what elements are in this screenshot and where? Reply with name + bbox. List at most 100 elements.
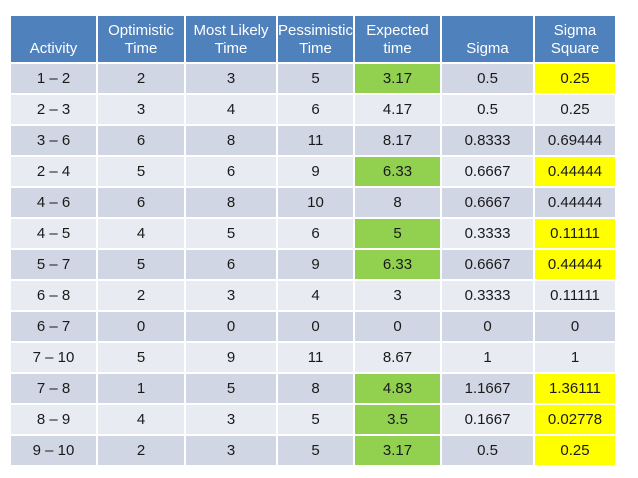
cell-expected: 4.83 bbox=[355, 374, 441, 403]
cell-activity: 9 – 10 bbox=[11, 436, 96, 465]
cell-sigma-square: 0.25 bbox=[535, 436, 616, 465]
table-row: 6 – 8 2 3 4 3 0.3333 0.11111 bbox=[11, 281, 616, 310]
cell-sigma-square: 0.44444 bbox=[535, 188, 616, 217]
cell-expected: 3.17 bbox=[355, 64, 441, 93]
cell-expected: 5 bbox=[355, 219, 441, 248]
cell-activity: 4 – 6 bbox=[11, 188, 96, 217]
cell-optimistic: 2 bbox=[98, 281, 184, 310]
cell-activity: 4 – 5 bbox=[11, 219, 96, 248]
cell-sigma-square: 0.69444 bbox=[535, 126, 616, 155]
cell-most-likely: 5 bbox=[186, 219, 276, 248]
cell-sigma: 0.6667 bbox=[442, 250, 534, 279]
cell-expected: 0 bbox=[355, 312, 441, 341]
cell-sigma-square: 0.44444 bbox=[535, 250, 616, 279]
cell-pessimistic: 4 bbox=[278, 281, 354, 310]
cell-most-likely: 8 bbox=[186, 126, 276, 155]
cell-activity: 3 – 6 bbox=[11, 126, 96, 155]
cell-sigma: 0.8333 bbox=[442, 126, 534, 155]
column-header-activity: Activity bbox=[11, 16, 96, 62]
cell-expected: 6.33 bbox=[355, 250, 441, 279]
cell-sigma-square: 0.25 bbox=[535, 64, 616, 93]
cell-most-likely: 3 bbox=[186, 64, 276, 93]
cell-sigma: 0.1667 bbox=[442, 405, 534, 434]
cell-most-likely: 3 bbox=[186, 436, 276, 465]
cell-activity: 1 – 2 bbox=[11, 64, 96, 93]
cell-pessimistic: 9 bbox=[278, 157, 354, 186]
table-row: 4 – 6 6 8 10 8 0.6667 0.44444 bbox=[11, 188, 616, 217]
cell-sigma: 0.3333 bbox=[442, 281, 534, 310]
cell-most-likely: 9 bbox=[186, 343, 276, 372]
cell-optimistic: 4 bbox=[98, 219, 184, 248]
cell-expected: 3 bbox=[355, 281, 441, 310]
cell-sigma: 1.1667 bbox=[442, 374, 534, 403]
cell-optimistic: 5 bbox=[98, 250, 184, 279]
cell-optimistic: 1 bbox=[98, 374, 184, 403]
table-row: 7 – 8 1 5 8 4.83 1.1667 1.36111 bbox=[11, 374, 616, 403]
column-header-optimistic: Optimistic Time bbox=[98, 16, 184, 62]
cell-activity: 6 – 8 bbox=[11, 281, 96, 310]
table-row: 8 – 9 4 3 5 3.5 0.1667 0.02778 bbox=[11, 405, 616, 434]
cell-pessimistic: 5 bbox=[278, 405, 354, 434]
cell-expected: 8.17 bbox=[355, 126, 441, 155]
cell-expected: 3.17 bbox=[355, 436, 441, 465]
pert-activity-table: Activity Optimistic Time Most Likely Tim… bbox=[9, 14, 617, 467]
cell-expected: 3.5 bbox=[355, 405, 441, 434]
cell-expected: 4.17 bbox=[355, 95, 441, 124]
cell-pessimistic: 6 bbox=[278, 95, 354, 124]
cell-optimistic: 2 bbox=[98, 436, 184, 465]
table-row: 2 – 4 5 6 9 6.33 0.6667 0.44444 bbox=[11, 157, 616, 186]
cell-sigma: 0.5 bbox=[442, 95, 534, 124]
cell-pessimistic: 11 bbox=[278, 126, 354, 155]
cell-sigma-square: 0.25 bbox=[535, 95, 616, 124]
cell-optimistic: 6 bbox=[98, 126, 184, 155]
cell-expected: 6.33 bbox=[355, 157, 441, 186]
cell-sigma: 0 bbox=[442, 312, 534, 341]
cell-sigma-square: 0.11111 bbox=[535, 219, 616, 248]
cell-optimistic: 0 bbox=[98, 312, 184, 341]
cell-sigma: 0.3333 bbox=[442, 219, 534, 248]
column-header-most-likely: Most Likely Time bbox=[186, 16, 276, 62]
cell-sigma-square: 0.11111 bbox=[535, 281, 616, 310]
table-row: 9 – 10 2 3 5 3.17 0.5 0.25 bbox=[11, 436, 616, 465]
cell-pessimistic: 0 bbox=[278, 312, 354, 341]
cell-most-likely: 3 bbox=[186, 405, 276, 434]
cell-pessimistic: 11 bbox=[278, 343, 354, 372]
cell-sigma-square: 1 bbox=[535, 343, 616, 372]
cell-most-likely: 4 bbox=[186, 95, 276, 124]
cell-sigma-square: 0 bbox=[535, 312, 616, 341]
cell-pessimistic: 10 bbox=[278, 188, 354, 217]
cell-optimistic: 5 bbox=[98, 157, 184, 186]
table-row: 1 – 2 2 3 5 3.17 0.5 0.25 bbox=[11, 64, 616, 93]
table-row: 5 – 7 5 6 9 6.33 0.6667 0.44444 bbox=[11, 250, 616, 279]
cell-sigma: 0.6667 bbox=[442, 157, 534, 186]
table-row: 4 – 5 4 5 6 5 0.3333 0.11111 bbox=[11, 219, 616, 248]
column-header-pessimistic: Pessimistic Time bbox=[278, 16, 354, 62]
cell-optimistic: 3 bbox=[98, 95, 184, 124]
cell-sigma: 0.6667 bbox=[442, 188, 534, 217]
header-row: Activity Optimistic Time Most Likely Tim… bbox=[11, 16, 616, 62]
cell-expected: 8 bbox=[355, 188, 441, 217]
cell-most-likely: 5 bbox=[186, 374, 276, 403]
cell-most-likely: 6 bbox=[186, 157, 276, 186]
cell-activity: 5 – 7 bbox=[11, 250, 96, 279]
cell-activity: 6 – 7 bbox=[11, 312, 96, 341]
cell-sigma-square: 1.36111 bbox=[535, 374, 616, 403]
cell-sigma: 1 bbox=[442, 343, 534, 372]
cell-activity: 2 – 3 bbox=[11, 95, 96, 124]
cell-optimistic: 4 bbox=[98, 405, 184, 434]
cell-most-likely: 8 bbox=[186, 188, 276, 217]
cell-activity: 7 – 8 bbox=[11, 374, 96, 403]
cell-optimistic: 5 bbox=[98, 343, 184, 372]
cell-most-likely: 6 bbox=[186, 250, 276, 279]
cell-pessimistic: 9 bbox=[278, 250, 354, 279]
cell-expected: 8.67 bbox=[355, 343, 441, 372]
cell-activity: 7 – 10 bbox=[11, 343, 96, 372]
cell-activity: 8 – 9 bbox=[11, 405, 96, 434]
cell-sigma: 0.5 bbox=[442, 64, 534, 93]
cell-optimistic: 2 bbox=[98, 64, 184, 93]
cell-pessimistic: 5 bbox=[278, 64, 354, 93]
table-row: 3 – 6 6 8 11 8.17 0.8333 0.69444 bbox=[11, 126, 616, 155]
cell-activity: 2 – 4 bbox=[11, 157, 96, 186]
column-header-expected: Expected time bbox=[355, 16, 441, 62]
